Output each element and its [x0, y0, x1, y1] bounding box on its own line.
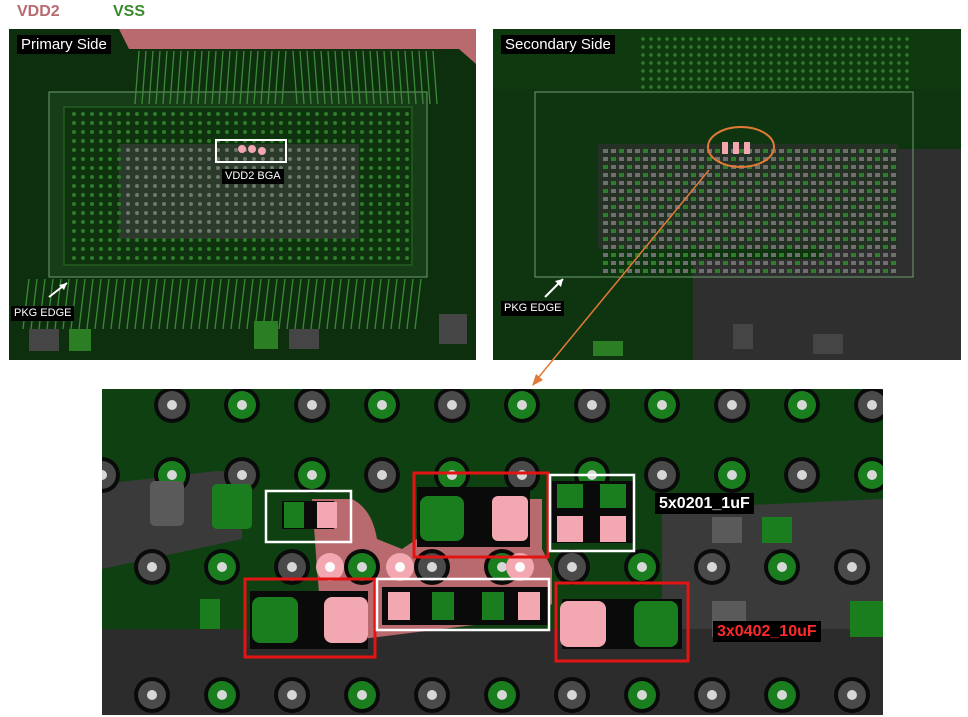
cap-0201-b [548, 473, 636, 553]
cap-0402-left [243, 577, 377, 659]
primary-side-board [9, 29, 476, 360]
secondary-pkg-edge-label: PKG EDGE [501, 301, 565, 316]
primary-side-panel: Primary Side VDD2 BGA PKG EDGE [9, 29, 476, 360]
cap-0402-right [554, 581, 690, 663]
legend-vss: VSS [113, 3, 146, 20]
secondary-side-panel: Secondary Side PKG EDGE [493, 29, 961, 360]
primary-pkg-edge-label: PKG EDGE [11, 306, 75, 321]
cap-0201-a [264, 489, 353, 544]
cap-0402-top [412, 471, 550, 559]
zoomed-view-board [102, 389, 883, 715]
secondary-side-title: Secondary Side [501, 35, 615, 54]
zoomed-view-panel: 5x0201_1uF 3x0402_10uF [102, 389, 883, 715]
vdd2-bga-label: VDD2 BGA [222, 169, 284, 184]
primary-side-title: Primary Side [17, 35, 111, 54]
cap-0201-c [375, 577, 551, 632]
label-0402-caps: 3x0402_10uF [713, 621, 821, 642]
label-0201-caps: 5x0201_1uF [655, 493, 754, 514]
legend-vdd2: VDD2 [17, 3, 60, 20]
